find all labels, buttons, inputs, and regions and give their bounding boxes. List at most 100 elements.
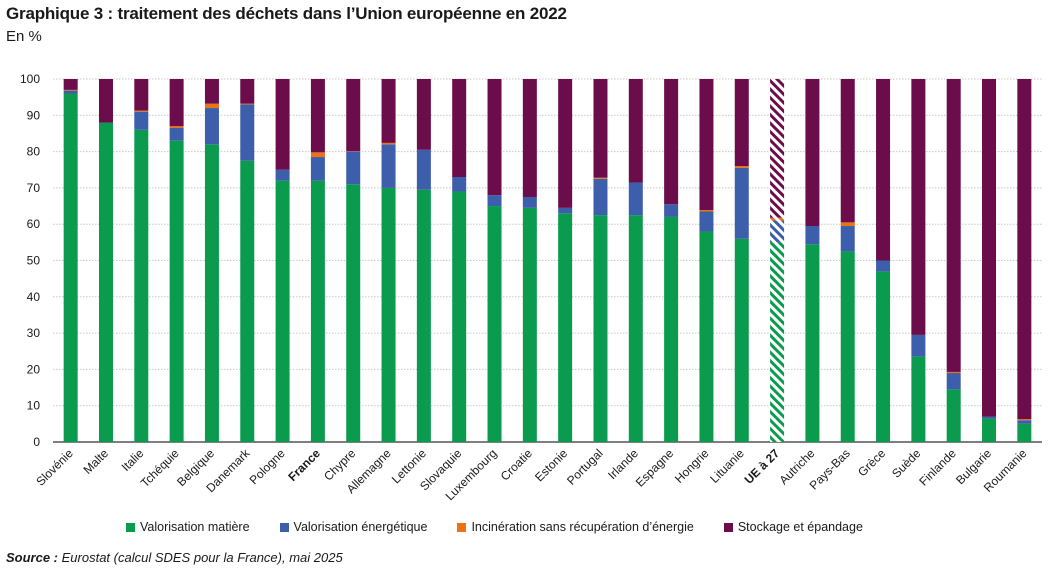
bar-group-ue-a-27 [770, 79, 785, 442]
bar-group-slovenie [63, 79, 78, 443]
grid-lines [53, 78, 1042, 443]
y-tick-label: 20 [27, 362, 41, 376]
bar-segment-italie-valorisation-matiere [134, 129, 149, 442]
bar-segment-luxembourg-valorisation-matiere [487, 206, 502, 442]
bar-segment-tchequie-incineration [169, 126, 184, 129]
bar-segment-ue-a-27-valorisation-matiere [770, 242, 785, 442]
source-label: Source : [6, 550, 59, 565]
bar-segment-portugal-valorisation-energetique [593, 178, 608, 216]
bar-segment-pologne-stockage [275, 79, 290, 170]
bar-segment-pologne-valorisation-matiere [275, 180, 290, 442]
legend-swatch [279, 522, 289, 532]
bar-segment-estonie-stockage [558, 79, 573, 208]
x-tick-label-ue-a-27: UE à 27 [742, 446, 783, 487]
bar-segment-suede-stockage [911, 79, 926, 335]
y-tick-label: 70 [27, 181, 41, 195]
bar-segment-roumanie-incineration [1017, 419, 1032, 421]
x-tick-label-tchequie: Tchéquie [138, 446, 182, 490]
bar-group-belgique [204, 79, 219, 442]
bar-segment-italie-valorisation-energetique [134, 111, 149, 130]
bar-segment-chypre-valorisation-matiere [346, 184, 361, 442]
bar-segment-finlande-valorisation-energetique [946, 373, 961, 390]
bar-segment-roumanie-valorisation-matiere [1017, 423, 1032, 442]
bar-segment-france-valorisation-matiere [310, 180, 325, 442]
bar-segment-hongrie-incineration [699, 210, 714, 212]
bar-segment-roumanie-valorisation-energetique [1017, 420, 1032, 424]
bar-segment-slovenie-stockage [63, 79, 78, 90]
bar-segment-tchequie-stockage [169, 79, 184, 127]
x-tick-label-croatie: Croatie [498, 446, 535, 483]
bar-segment-irlande-stockage [628, 79, 643, 183]
bar-segment-croatie-valorisation-matiere [522, 207, 537, 442]
legend-swatch [457, 522, 467, 532]
bar-segment-portugal-valorisation-matiere [593, 215, 608, 442]
bar-segment-ue-a-27-valorisation-energetique [770, 220, 785, 243]
legend: Valorisation matière Valorisation énergé… [126, 520, 863, 534]
bar-group-danemark [240, 79, 255, 443]
bar-segment-allemagne-incineration [381, 142, 396, 145]
y-axis-ticks: 0 10 20 30 40 50 60 70 80 90 100 [20, 72, 40, 449]
bar-group-roumanie [1017, 79, 1032, 442]
bar-segment-croatie-stockage [522, 79, 537, 197]
bar-group-chypre [346, 79, 361, 442]
bar-group-luxembourg [487, 79, 502, 442]
legend-label: Incinération sans récupération d’énergie [471, 520, 694, 534]
x-tick-label-italie: Italie [119, 446, 147, 474]
bar-segment-allemagne-stockage [381, 79, 396, 143]
x-tick-label-espagne: Espagne [633, 446, 677, 490]
bar-segment-croatie-valorisation-energetique [522, 196, 537, 208]
bar-group-espagne [664, 79, 679, 442]
bar-segment-belgique-stockage [204, 79, 219, 104]
bar-segment-lituanie-valorisation-energetique [734, 167, 749, 239]
bar-segment-lettonie-stockage [416, 79, 431, 150]
legend-label: Valorisation matière [140, 520, 250, 534]
bar-segment-tchequie-valorisation-matiere [169, 140, 184, 442]
bar-group-allemagne [381, 79, 396, 442]
bar-segment-suede-valorisation-matiere [911, 356, 926, 442]
bar-segment-malte-valorisation-matiere [98, 122, 113, 442]
y-tick-label: 10 [27, 399, 41, 413]
bar-segment-lettonie-valorisation-energetique [416, 149, 431, 190]
legend-swatch [126, 522, 135, 532]
bar-group-irlande [628, 79, 643, 442]
bar-segment-bulgarie-valorisation-energetique [982, 416, 997, 419]
bars [63, 79, 1032, 443]
bar-segment-bulgarie-valorisation-matiere [982, 418, 997, 442]
bar-segment-portugal-incineration [593, 177, 608, 179]
bar-segment-ue-a-27-incineration [770, 217, 785, 221]
bar-segment-autriche-stockage [805, 79, 820, 227]
bar-segment-irlande-valorisation-matiere [628, 215, 643, 442]
source-note: Source : Eurostat (calcul SDES pour la F… [6, 550, 343, 565]
x-axis-labels: Slovénie Malte ItalieTchéquieBelgiqueDanem… [33, 446, 1029, 504]
legend-label: Valorisation énergétique [293, 520, 428, 534]
bar-group-bulgarie [982, 79, 997, 442]
chart-subtitle: En % [6, 28, 42, 45]
bar-group-portugal [593, 79, 608, 442]
bar-segment-lituanie-stockage [734, 79, 749, 167]
stacked-bar-chart: 0 10 20 30 40 50 60 70 80 90 100 Slovénie Malte Ital… [20, 72, 1042, 504]
bar-group-malte [98, 79, 113, 442]
y-tick-label: 100 [20, 72, 40, 86]
bar-segment-italie-stockage [134, 79, 149, 111]
bar-group-hongrie [699, 79, 714, 442]
bar-segment-grece-valorisation-matiere [876, 271, 891, 442]
source-text: Eurostat (calcul SDES pour la France), m… [58, 550, 343, 565]
bar-group-tchequie [169, 79, 184, 442]
bar-segment-france-incineration [310, 152, 325, 158]
x-tick-label-portugal: Portugal [564, 446, 606, 488]
x-tick-label-hongrie: Hongrie [672, 446, 712, 486]
x-tick-label-lituanie: Lituanie [707, 446, 747, 486]
y-tick-label: 60 [27, 217, 41, 231]
bar-segment-autriche-valorisation-matiere [805, 244, 820, 442]
bar-segment-espagne-stockage [664, 79, 679, 205]
bar-segment-luxembourg-valorisation-energetique [487, 195, 502, 207]
bar-group-italie [134, 79, 149, 442]
x-tick-label-finlande: Finlande [916, 446, 959, 489]
bar-segment-slovenie-valorisation-matiere [63, 93, 78, 443]
bar-segment-danemark-incineration [240, 103, 255, 105]
y-tick-label: 90 [27, 108, 41, 122]
bar-segment-slovaquie-stockage [452, 79, 467, 178]
bar-group-lettonie [416, 79, 431, 442]
bar-segment-slovenie-valorisation-energetique [63, 90, 78, 94]
bar-segment-italie-incineration [134, 110, 149, 112]
